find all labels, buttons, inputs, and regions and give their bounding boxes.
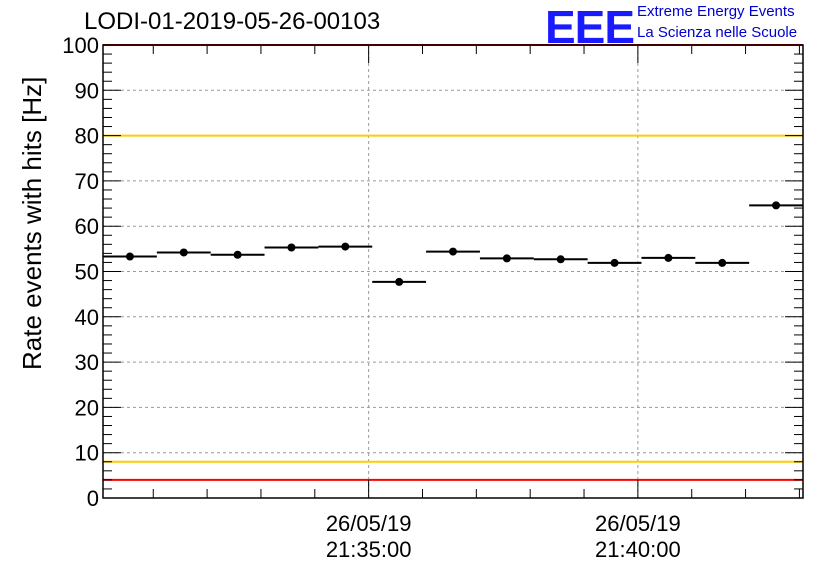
x-tick-label-time: 21:40:00: [595, 537, 681, 562]
x-tick-label-date: 26/05/19: [326, 511, 412, 536]
y-tick-label: 70: [75, 169, 99, 194]
data-point: [479, 254, 534, 263]
data-marker: [718, 258, 727, 267]
data-marker: [287, 243, 296, 252]
data-point: [372, 277, 427, 286]
data-point: [103, 252, 157, 261]
data-marker: [556, 255, 565, 264]
y-tick-label: 50: [75, 260, 99, 285]
chart-title: LODI-01-2019-05-26-00103: [84, 8, 381, 35]
data-point: [533, 255, 588, 264]
y-tick-label: 10: [75, 441, 99, 466]
data-marker: [772, 201, 781, 210]
y-tick-label: 20: [75, 395, 99, 420]
y-axis: 0 10 20 30 40 50 60 70 80 90 100: [62, 33, 803, 511]
y-tick-label: 40: [75, 305, 99, 330]
data-point: [749, 201, 803, 210]
data-point: [210, 250, 265, 259]
data-point: [695, 258, 750, 267]
data-marker: [125, 252, 134, 261]
data-marker: [502, 254, 511, 263]
data-marker: [233, 250, 242, 259]
y-tick-label: 80: [75, 124, 99, 149]
data-point: [156, 248, 211, 257]
logo-tagline-2: La Scienza nelle Scuole: [637, 24, 798, 41]
y-tick-label: 90: [75, 78, 99, 103]
data-point: [587, 258, 642, 267]
data-point: [318, 242, 373, 251]
x-tick-label-time: 21:35:00: [326, 537, 412, 562]
data-marker: [664, 253, 673, 262]
logo-tagline-1: Extreme Energy Events: [637, 3, 795, 20]
y-tick-label: 0: [87, 486, 99, 511]
y-tick-label: 60: [75, 214, 99, 239]
y-tick-label: 100: [62, 33, 99, 58]
data-point: [264, 243, 319, 252]
data-points: [103, 201, 803, 286]
data-marker: [341, 242, 350, 251]
data-marker: [449, 247, 457, 256]
y-tick-label: 30: [75, 350, 99, 375]
data-marker: [179, 248, 188, 257]
data-point: [641, 253, 696, 262]
data-point: [426, 247, 480, 256]
data-marker: [395, 277, 404, 286]
data-marker: [610, 258, 619, 267]
grid-layer: [103, 45, 803, 498]
x-tick-label-date: 26/05/19: [595, 511, 681, 536]
